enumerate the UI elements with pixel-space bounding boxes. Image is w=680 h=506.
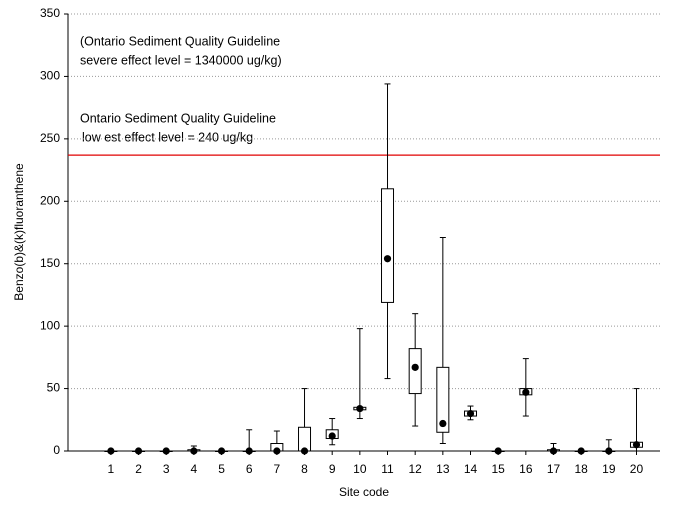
median-dot	[522, 388, 530, 396]
x-tick-label: 9	[329, 462, 336, 476]
x-tick-label: 15	[491, 462, 505, 476]
y-tick-label: 250	[40, 131, 60, 145]
x-tick-label: 6	[246, 462, 253, 476]
x-tick-label: 1	[108, 462, 115, 476]
median-dot	[632, 441, 641, 449]
y-tick-label: 100	[40, 318, 60, 332]
x-tick-label: 7	[274, 462, 281, 476]
annotation: (Ontario Sediment Quality Guideline	[80, 34, 280, 48]
x-tick-label: 8	[301, 462, 308, 476]
median-dot	[300, 447, 309, 455]
x-tick-label: 2	[135, 462, 142, 476]
x-tick-label: 16	[519, 462, 533, 476]
x-tick-label: 10	[353, 462, 367, 476]
x-tick-label: 4	[191, 462, 198, 476]
x-axis-title: Site code	[339, 485, 389, 499]
median-dot	[107, 447, 115, 455]
y-tick-label: 350	[40, 6, 60, 20]
median-dot	[549, 447, 558, 455]
y-tick-label: 200	[40, 193, 60, 207]
median-dot	[162, 447, 170, 455]
x-tick-label: 13	[436, 462, 450, 476]
median-dot	[134, 447, 143, 455]
y-tick-label: 300	[40, 69, 60, 83]
x-tick-label: 19	[602, 462, 616, 476]
median-dot	[411, 363, 419, 371]
y-axis-title: Benzo(b)&(k)fluoranthene	[12, 163, 26, 301]
annotation: severe effect level = 1340000 ug/kg)	[80, 53, 282, 67]
box	[436, 366, 450, 433]
median-dot	[494, 447, 502, 455]
box	[381, 188, 395, 303]
x-tick-label: 18	[574, 462, 588, 476]
y-tick-label: 150	[40, 256, 60, 270]
x-tick-label: 5	[218, 462, 225, 476]
median-dot	[217, 447, 226, 455]
annotation: low est effect level = 240 ug/kg	[82, 130, 253, 144]
x-tick-label: 11	[381, 462, 394, 476]
median-dot	[439, 419, 447, 428]
median-dot	[466, 409, 475, 418]
median-dot	[190, 447, 198, 455]
x-tick-label: 12	[408, 462, 422, 476]
x-tick-label: 20	[630, 462, 644, 476]
y-tick-label: 0	[53, 443, 60, 457]
x-tick-label: 3	[163, 462, 170, 476]
median-dot	[577, 447, 585, 455]
annotation: Ontario Sediment Quality Guideline	[80, 111, 276, 125]
median-dot	[328, 432, 336, 440]
median-dot	[356, 404, 364, 413]
median-dot	[273, 447, 281, 455]
box	[408, 348, 422, 395]
x-tick-label: 14	[464, 462, 478, 476]
median-dot	[245, 447, 253, 455]
y-tick-label: 50	[47, 381, 61, 395]
median-dot	[605, 447, 613, 455]
x-tick-label: 17	[547, 462, 561, 476]
median-dot	[383, 255, 392, 263]
